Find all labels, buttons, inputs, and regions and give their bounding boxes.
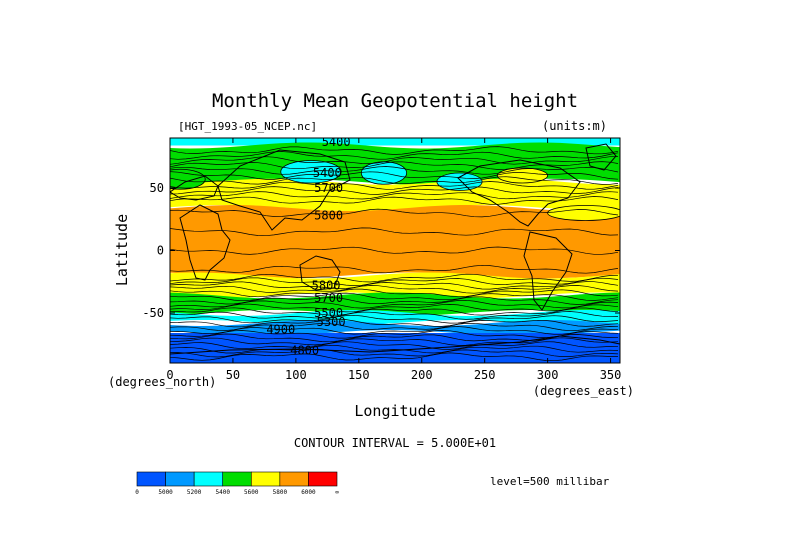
- europe-outline: [170, 175, 219, 201]
- colorbar: 0 5000 5200 5400 5600 5800 6000 ∞: [135, 471, 339, 496]
- contour-label: 5400: [322, 135, 351, 149]
- contour-line: [170, 186, 619, 195]
- contour-line: [170, 146, 619, 155]
- contour-line: [170, 176, 619, 185]
- x-axis-ticks: 0 50 100 150 200 250 300 350: [166, 138, 621, 382]
- contour-label: 5300: [317, 315, 346, 329]
- contour-line: [170, 318, 619, 328]
- contour-feature-5400: [170, 168, 206, 190]
- contour-label: 5800: [312, 279, 341, 293]
- colorbar-label: 5000: [158, 489, 173, 496]
- contour-line: [170, 314, 619, 324]
- x-tick-label: 150: [348, 368, 370, 382]
- contour-line: [170, 191, 619, 200]
- contour-line: [170, 288, 619, 298]
- contour-line: [170, 264, 619, 274]
- contour-label: 5700: [314, 291, 343, 305]
- coastline-outlines: [170, 143, 620, 355]
- colorbar-label: ∞: [335, 489, 339, 496]
- x-tick-label: 200: [411, 368, 433, 382]
- colorbar-swatch: [279, 471, 309, 487]
- contour-feature-5200: [280, 160, 342, 184]
- colorbar-swatch: [308, 471, 338, 487]
- contour-line: [170, 196, 619, 205]
- x-tick-label: 0: [166, 368, 173, 382]
- contour-line: [170, 246, 619, 255]
- contour-line: [170, 349, 619, 358]
- north-america-outline: [457, 159, 581, 227]
- contour-line: [170, 166, 619, 175]
- contour-line: [170, 156, 619, 165]
- x-tick-label: 250: [474, 368, 496, 382]
- contour-line: [170, 337, 619, 346]
- contour-line: [170, 208, 619, 218]
- contour-line: [170, 277, 619, 286]
- contour-line: [170, 171, 619, 180]
- colorbar-swatch: [193, 471, 224, 487]
- contour-line: [170, 352, 618, 362]
- antarctica-outline: [170, 335, 620, 355]
- contour-line: [170, 181, 619, 190]
- contour-line: [170, 307, 619, 316]
- y-tick-label: 0: [157, 244, 164, 258]
- asia-outline: [217, 149, 351, 231]
- file-label: [HGT_1993-05_NCEP.nc]: [178, 120, 317, 133]
- y-tick-label: 50: [150, 181, 164, 195]
- x-tick-label: 350: [600, 368, 622, 382]
- contour-feature-5600: [496, 167, 549, 184]
- contour-label: 4900: [266, 322, 295, 336]
- south-america-outline: [523, 231, 573, 311]
- y-units-label: (degrees_north): [108, 375, 216, 389]
- y-tick-label: -50: [142, 306, 164, 320]
- x-tick-label: 100: [285, 368, 307, 382]
- contour-line: [170, 292, 619, 302]
- contour-label: 5800: [314, 209, 343, 223]
- contour-line: [170, 303, 619, 313]
- contour-label: 5700: [314, 181, 343, 195]
- contour-line: [170, 285, 619, 294]
- colorbar-label: 6000: [301, 489, 316, 496]
- africa-outline: [179, 204, 231, 281]
- colorbar-label: 5800: [273, 489, 288, 496]
- contour-interval-text: CONTOUR INTERVAL = 5.000E+01: [294, 436, 496, 450]
- contour-line: [170, 311, 619, 320]
- colorbar-swatch: [222, 471, 252, 487]
- contour-line: [170, 227, 619, 237]
- colorbar-label: 5200: [187, 489, 202, 496]
- contour-line: [170, 322, 619, 332]
- colorbar-swatch: [250, 471, 281, 487]
- contour-line: [170, 326, 619, 335]
- contour-line: [170, 344, 619, 354]
- contour-line: [170, 333, 619, 343]
- colorbar-swatch: [136, 471, 166, 487]
- contour-line: [170, 341, 619, 350]
- australia-outline: [299, 255, 341, 291]
- colorbar-swatch: [165, 471, 195, 487]
- y-axis-ticks: 50 0 -50: [142, 181, 620, 320]
- contour-line: [170, 330, 619, 339]
- contour-feature-5600: [547, 205, 620, 221]
- x-tick-label: 300: [537, 368, 559, 382]
- contour-line: [170, 299, 619, 309]
- contour-line: [170, 151, 619, 160]
- x-units-label: (degrees_east): [533, 384, 634, 398]
- colorbar-label: 5600: [244, 489, 259, 496]
- colorbar-label: 5400: [215, 489, 230, 496]
- contour-line: [170, 273, 619, 283]
- contour-label: 5400: [313, 166, 342, 180]
- level-text: level=500 millibar: [490, 475, 610, 488]
- colorbar-label: 0: [135, 489, 139, 496]
- contour-band-5800: [170, 205, 620, 279]
- contour-label: 4800: [290, 344, 319, 358]
- contour-line: [170, 281, 619, 290]
- y-axis-label: Latitude: [113, 214, 131, 286]
- chart-title: Monthly Mean Geopotential height: [212, 90, 578, 112]
- units-label: (units:m): [542, 119, 607, 133]
- x-tick-label: 50: [226, 368, 240, 382]
- contour-label: 5500: [314, 306, 343, 320]
- x-axis-label: Longitude: [354, 402, 435, 420]
- greenland-outline: [585, 143, 617, 171]
